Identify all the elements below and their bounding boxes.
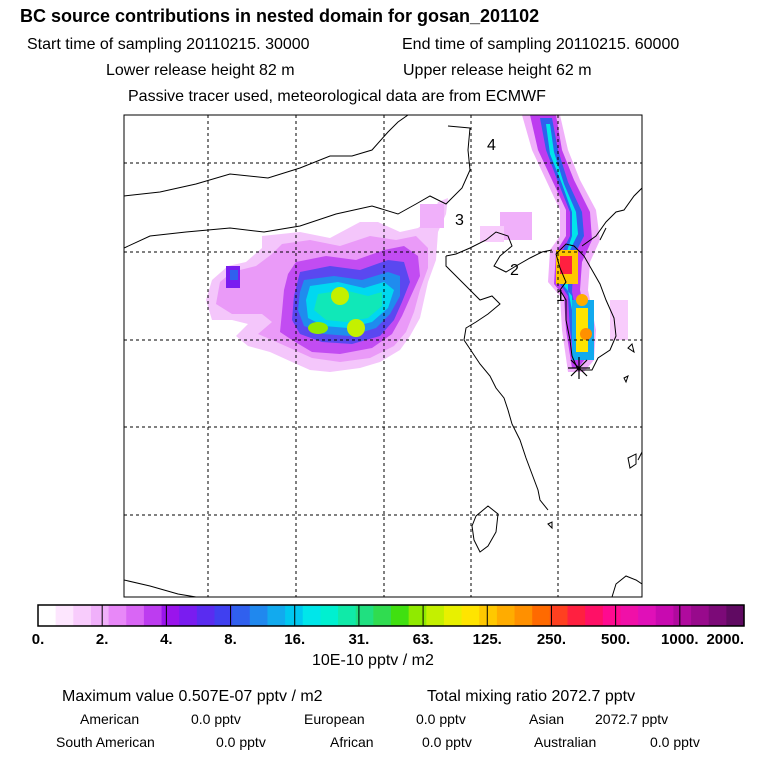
- colorbar-cell: [355, 605, 374, 626]
- colorbar-cell: [196, 605, 216, 626]
- colorbar-cell: [73, 605, 92, 626]
- colorbar-cell: [443, 605, 463, 626]
- colorbar-cell: [496, 605, 516, 626]
- colorbar-cell: [108, 605, 127, 626]
- colorbar-cell: [143, 605, 163, 626]
- colorbar-cell: [549, 605, 569, 626]
- region-name-european: European: [304, 711, 365, 727]
- colorbar-cell: [638, 605, 657, 626]
- colorbar-cell: [161, 605, 180, 626]
- plume-band-korea: [522, 115, 628, 372]
- max-value-label: Maximum value 0.507E-07 pptv / m2: [62, 688, 323, 705]
- colorbar-cell: [38, 605, 57, 626]
- end-time-label: End time of sampling 20110215. 60000: [402, 36, 680, 53]
- colorbar-cell: [620, 605, 639, 626]
- asterisk-marker: [568, 357, 590, 379]
- colorbar-cell: [285, 605, 304, 626]
- total-mixing-ratio-label: Total mixing ratio 2072.7 pptv: [427, 688, 636, 705]
- start-time-label: Start time of sampling 20110215. 30000: [27, 36, 310, 53]
- colorbar-cell: [479, 605, 498, 626]
- region-value-asian: 2072.7 pptv: [595, 711, 669, 727]
- region-name-south-american: South American: [56, 734, 155, 750]
- colorbar-tick-label: 500.: [601, 631, 630, 648]
- colorbar-tick-labels: 0. 2. 4. 8. 16. 31. 63. 125. 250. 500. 1000. 2000.: [32, 631, 744, 648]
- plume-region-west: [206, 198, 448, 372]
- region-name-australian: Australian: [534, 734, 597, 750]
- region-value-south-american: 0.0 pptv: [216, 734, 266, 750]
- colorbar-cell: [249, 605, 269, 626]
- colorbar-dividers: [101, 605, 681, 626]
- region-value-australian: 0.0 pptv: [650, 734, 700, 750]
- colorbar-cell: [726, 605, 745, 626]
- map-plot-area: 4 3 2 1: [124, 115, 642, 597]
- colorbar-cell: [567, 605, 586, 626]
- region-value-african: 0.0 pptv: [422, 734, 472, 750]
- region-name-asian: Asian: [529, 711, 565, 727]
- colorbar-cell: [408, 605, 427, 626]
- colorbar-cell: [267, 605, 286, 626]
- colorbar-cell: [426, 605, 445, 626]
- colorbar-unit-label: 10E-10 pptv / m2: [312, 652, 434, 669]
- region-value-european: 0.0 pptv: [416, 711, 466, 727]
- colorbar-tick-label: 63.: [413, 631, 434, 648]
- colorbar-cell: [179, 605, 198, 626]
- colorbar-cell: [320, 605, 339, 626]
- map-label-3: 3: [455, 212, 464, 229]
- map-label-4: 4: [487, 137, 496, 154]
- region-name-american: American: [80, 711, 140, 727]
- map-label-1: 1: [556, 288, 565, 305]
- lower-release-height-label: Lower release height 82 m: [106, 62, 295, 79]
- colorbar-tick-label: 0.: [32, 631, 45, 648]
- coastlines: [124, 115, 642, 597]
- lat-lon-grid: [124, 115, 642, 597]
- region-name-african: African: [330, 734, 374, 750]
- region-value-american: 0.0 pptv: [191, 711, 241, 727]
- colorbar-cell: [302, 605, 321, 626]
- colorbar-tick-label: 1000.: [661, 631, 699, 648]
- colorbar-tick-label: 2.: [96, 631, 109, 648]
- colorbar-tick-label: 8.: [224, 631, 237, 648]
- colorbar-cell: [602, 605, 622, 626]
- colorbar-cell: [126, 605, 145, 626]
- colorbar-cell: [90, 605, 110, 626]
- colorbar-tick-label: 250.: [537, 631, 566, 648]
- colorbar-tick-label: 4.: [160, 631, 173, 648]
- passive-tracer-note: Passive tracer used, meteorological data…: [128, 88, 546, 105]
- colorbar-cell: [214, 605, 233, 626]
- colorbar-cell: [232, 605, 251, 626]
- colorbar-tick-label: 125.: [473, 631, 502, 648]
- colorbar-cell: [691, 605, 710, 626]
- colorbar-tick-label: 16.: [284, 631, 305, 648]
- colorbar-cell: [673, 605, 692, 626]
- page-title: BC source contributions in nested domain…: [20, 6, 540, 26]
- colorbar-cell: [655, 605, 674, 626]
- colorbar-cells: [38, 605, 745, 626]
- colorbar-cell: [532, 605, 551, 626]
- colorbar-frame: [37, 604, 745, 627]
- colorbar-tick-label: 31.: [348, 631, 369, 648]
- map-label-2: 2: [510, 262, 519, 279]
- colorbar-cell: [55, 605, 74, 626]
- map-frame: [123, 114, 643, 598]
- colorbar: 0. 2. 4. 8. 16. 31. 63. 125. 250. 500. 1000. 2000.: [32, 604, 745, 648]
- colorbar-cell: [514, 605, 533, 626]
- colorbar-tick-label: 2000.: [706, 631, 744, 648]
- colorbar-cell: [391, 605, 410, 626]
- colorbar-cell: [461, 605, 480, 626]
- colorbar-cell: [585, 605, 604, 626]
- colorbar-cell: [373, 605, 392, 626]
- colorbar-cell: [338, 605, 357, 626]
- upper-release-height-label: Upper release height 62 m: [403, 62, 592, 79]
- colorbar-cell: [708, 605, 727, 626]
